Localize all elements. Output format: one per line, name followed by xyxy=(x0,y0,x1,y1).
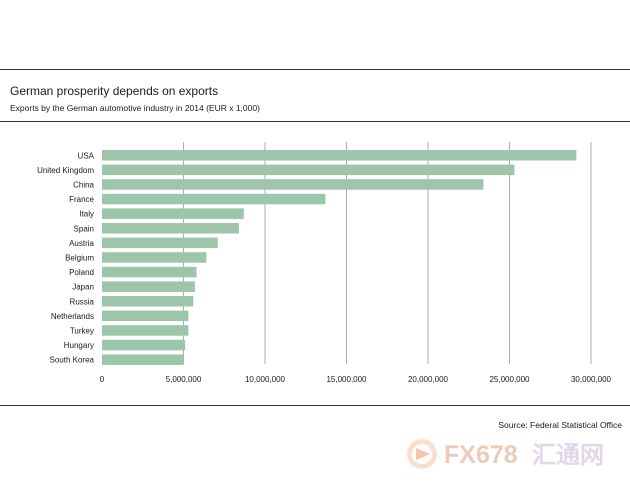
bar xyxy=(102,296,194,307)
category-label: Italy xyxy=(79,210,94,219)
category-labels: USA United Kingdom China France Italy Spain Au… xyxy=(37,151,95,364)
category-label: Hungary xyxy=(64,341,94,350)
x-tick-label: 10,000,000 xyxy=(245,375,286,384)
category-label: France xyxy=(69,195,94,204)
category-label: Austria xyxy=(69,239,94,248)
category-label: Japan xyxy=(72,283,94,292)
bar xyxy=(102,252,207,263)
chart-subtitle: Exports by the German automotive industr… xyxy=(10,103,260,113)
bar xyxy=(102,193,326,205)
bar xyxy=(102,179,484,190)
chart-title: German prosperity depends on exports xyxy=(10,84,219,98)
bar xyxy=(102,266,197,278)
header-rule xyxy=(0,121,630,122)
grid-lines xyxy=(183,142,592,364)
bar xyxy=(102,354,184,365)
category-label: Turkey xyxy=(70,326,94,335)
bar xyxy=(102,208,244,219)
bar xyxy=(102,281,195,292)
bar xyxy=(102,339,186,351)
x-tick-label: 25,000,000 xyxy=(489,375,530,384)
category-label: China xyxy=(73,180,94,189)
bar-chart: USA United Kingdom China France Italy Spain Au… xyxy=(37,142,612,384)
category-label: Russia xyxy=(70,297,95,306)
category-label: Netherlands xyxy=(51,312,94,321)
category-label: USA xyxy=(78,151,95,160)
x-tick-labels: 0 5,000,000 10,000,000 15,000,000 20,000,000… xyxy=(100,375,612,384)
bars xyxy=(102,150,577,365)
x-tick-label: 15,000,000 xyxy=(326,375,367,384)
bar xyxy=(102,164,515,176)
category-label: Poland xyxy=(69,268,94,277)
fx678-watermark: FX678 汇通网 xyxy=(407,439,604,469)
bar xyxy=(102,150,577,161)
bar xyxy=(102,237,218,249)
category-label: Spain xyxy=(74,224,94,233)
top-rule xyxy=(0,69,630,70)
x-tick-label: 20,000,000 xyxy=(408,375,449,384)
x-tick-label: 5,000,000 xyxy=(166,375,202,384)
watermark-cjk-text: 汇通网 xyxy=(532,442,604,469)
watermark-latin-text: FX678 xyxy=(444,441,518,469)
bar xyxy=(102,223,239,234)
x-tick-label: 30,000,000 xyxy=(571,375,612,384)
bar xyxy=(102,310,189,322)
fx678-logo-icon xyxy=(407,439,437,469)
category-label: United Kingdom xyxy=(37,166,94,175)
category-label: South Korea xyxy=(50,356,95,365)
bar xyxy=(102,325,189,336)
x-tick-label: 0 xyxy=(100,375,105,384)
category-label: Belgium xyxy=(65,253,94,262)
source-note: Source: Federal Statistical Office xyxy=(498,420,622,430)
bottom-rule xyxy=(0,405,630,406)
